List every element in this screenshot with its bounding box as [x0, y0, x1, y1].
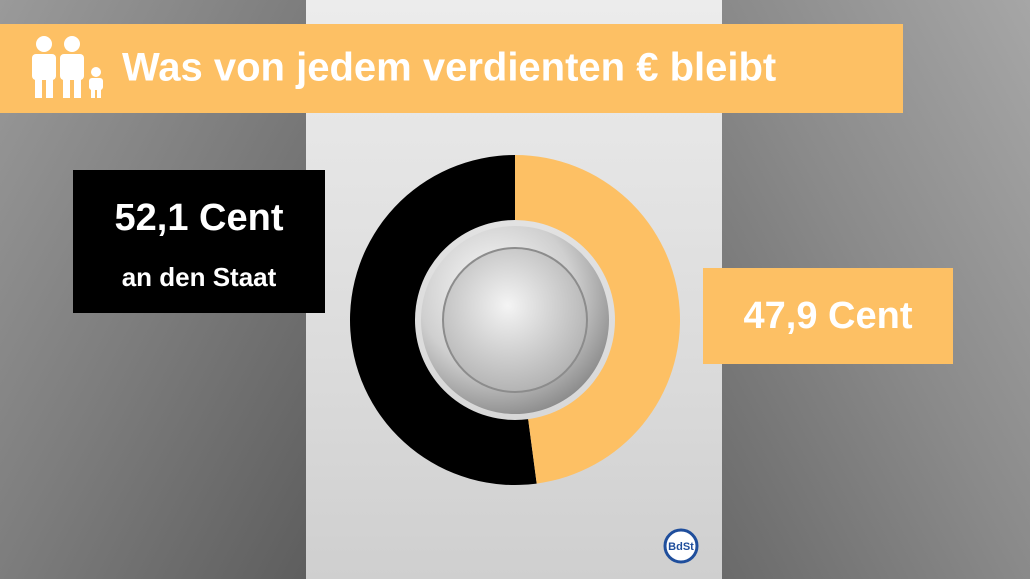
label-box-right [703, 268, 953, 364]
title: Was von jedem verdienten € bleibt [122, 46, 776, 90]
people-icon [32, 36, 103, 98]
coin-center [442, 247, 588, 393]
logo: BdSt [668, 541, 694, 553]
donut-segment [349, 155, 537, 486]
category-label: an den Staat [122, 262, 277, 292]
title-bar [0, 24, 903, 113]
donut-segment [515, 155, 680, 484]
logo-badge [663, 528, 699, 564]
value-label: 47,9 Cent [744, 295, 913, 337]
label-box-left [73, 170, 325, 313]
value-label: 52,1 Cent [115, 197, 284, 239]
donut-chart [349, 155, 680, 486]
